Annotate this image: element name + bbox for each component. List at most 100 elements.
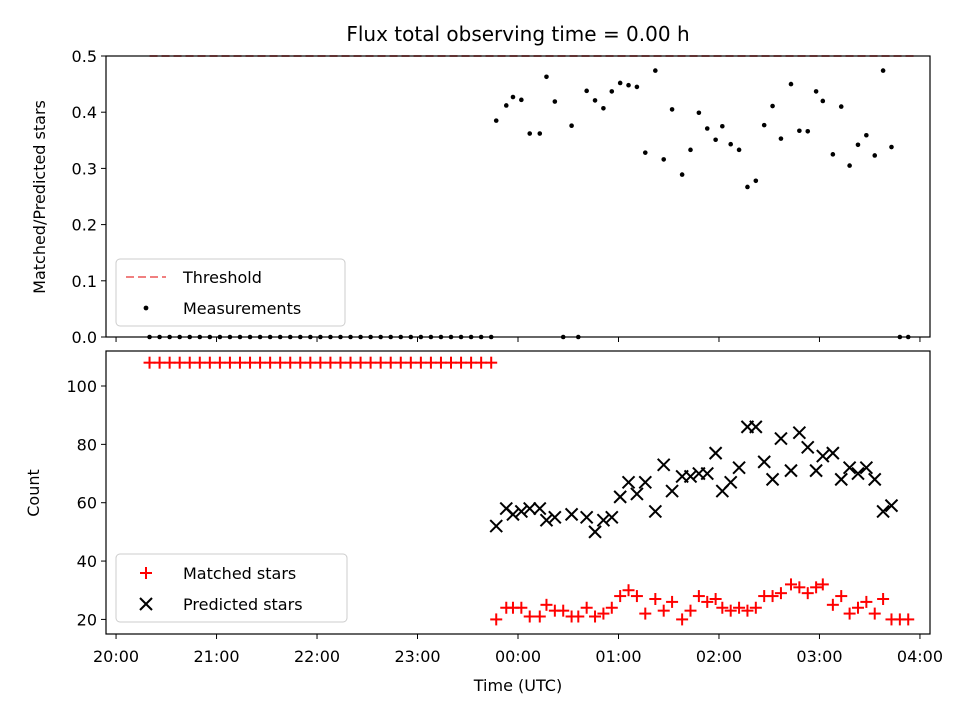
predicted-marker-b xyxy=(723,475,738,489)
matched-star-marker xyxy=(860,595,873,608)
predicted-star-marker xyxy=(784,463,798,478)
matched-star-marker xyxy=(639,607,652,620)
predicted-marker-b xyxy=(657,458,671,472)
matched-star-marker xyxy=(816,578,829,591)
measurement-point xyxy=(642,150,648,155)
matched-star-marker xyxy=(749,601,762,614)
predicted-star-marker xyxy=(533,501,547,516)
matched-star-marker xyxy=(605,601,618,614)
predicted-star-marker xyxy=(801,440,815,454)
matched-star-marker xyxy=(404,356,417,369)
measurement-point xyxy=(889,144,894,150)
measurement-point xyxy=(838,104,844,109)
predicted-star-marker xyxy=(638,475,652,489)
measurement-point xyxy=(669,107,675,112)
matched-star-marker xyxy=(475,356,488,369)
measurement-point xyxy=(820,98,826,104)
x-tick-label: 20:00 xyxy=(93,647,139,666)
predicted-star-marker xyxy=(765,472,780,487)
matched-star-marker xyxy=(835,590,848,603)
matched-star-marker xyxy=(424,356,437,369)
predicted-star-marker xyxy=(523,501,537,516)
predicted-marker-b xyxy=(638,475,652,489)
top-y-tick-label: 0.1 xyxy=(72,272,97,291)
matched-star-marker xyxy=(264,356,277,369)
matched-star-marker xyxy=(445,356,458,369)
measurement-point xyxy=(653,68,658,73)
x-tick-label: 22:00 xyxy=(294,647,340,666)
matched-star-marker xyxy=(580,601,593,614)
bottom-legend-box xyxy=(115,553,348,623)
predicted-marker-b xyxy=(605,510,619,525)
matched-star-marker xyxy=(716,601,729,614)
legend-threshold-label: Threshold xyxy=(182,268,262,287)
predicted-marker-b xyxy=(859,460,874,475)
legend-predicted-label: Predicted stars xyxy=(183,595,303,614)
matched-star-marker xyxy=(810,581,823,594)
bottom-legend: Matched stars Predicted stars xyxy=(115,553,348,623)
measurement-point xyxy=(688,147,693,153)
matched-star-marker xyxy=(203,356,216,369)
measurement-point xyxy=(544,74,549,80)
matched-star-marker xyxy=(649,592,662,605)
measurement-point xyxy=(855,142,861,148)
predicted-star-marker xyxy=(732,460,746,475)
measurement-point xyxy=(503,103,509,108)
predicted-marker-b xyxy=(700,466,714,481)
predicted-star-marker xyxy=(605,510,619,525)
matched-star-marker xyxy=(173,356,186,369)
measurement-point xyxy=(634,84,640,90)
matched-star-marker xyxy=(774,587,787,600)
measurement-point xyxy=(753,178,759,184)
matched-star-marker xyxy=(183,356,196,369)
predicted-marker-b xyxy=(588,525,602,539)
bottom-y-tick-label: 60 xyxy=(77,494,97,513)
matched-star-marker xyxy=(684,604,697,617)
matched-star-marker xyxy=(354,356,367,369)
matched-star-marker xyxy=(244,356,257,369)
matched-star-marker xyxy=(374,356,387,369)
matched-star-marker xyxy=(223,356,236,369)
matched-star-marker xyxy=(843,607,856,620)
predicted-star-marker xyxy=(884,498,899,513)
matched-star-marker xyxy=(213,356,226,369)
predicted-star-marker xyxy=(630,487,644,501)
matched-star-marker xyxy=(414,356,427,369)
matched-star-marker xyxy=(630,590,643,603)
measurement-point xyxy=(569,123,574,128)
bottom-y-tick-label: 40 xyxy=(77,552,97,571)
matched-star-marker xyxy=(701,595,714,608)
matched-star-marker xyxy=(324,356,337,369)
predicted-marker-b xyxy=(621,475,636,489)
matched-star-marker xyxy=(589,610,602,623)
measurement-point xyxy=(745,184,750,190)
matched-star-marker xyxy=(394,356,407,369)
legend-measurements-swatch xyxy=(143,305,149,311)
predicted-star-marker xyxy=(700,466,714,481)
matched-star-marker xyxy=(344,356,357,369)
matched-star-marker xyxy=(153,356,166,369)
top-y-tick-label: 0.5 xyxy=(72,47,97,66)
top-legend-box xyxy=(115,258,346,327)
matched-star-marker xyxy=(784,578,797,591)
predicted-star-marker xyxy=(723,475,738,489)
x-tick-label: 04:00 xyxy=(897,647,943,666)
matched-star-marker xyxy=(733,601,746,614)
predicted-marker-b xyxy=(792,425,807,440)
measurement-point xyxy=(778,136,784,141)
top-y-tick-label: 0.4 xyxy=(72,103,97,122)
predicted-star-marker xyxy=(665,484,679,498)
legend-predicted-swatch xyxy=(139,597,153,611)
measurement-point xyxy=(788,81,794,87)
measurement-point xyxy=(493,118,499,123)
matched-star-marker xyxy=(657,604,670,617)
x-tick-label: 03:00 xyxy=(796,647,842,666)
top-y-tick-label: 0.3 xyxy=(72,159,97,178)
matched-star-marker xyxy=(515,601,528,614)
predicted-marker-b xyxy=(665,484,679,498)
measurement-point xyxy=(813,89,819,94)
predicted-marker-b xyxy=(834,472,848,487)
matched-star-marker xyxy=(877,592,890,605)
matched-star-marker xyxy=(902,613,915,626)
matched-star-marker xyxy=(709,592,722,605)
